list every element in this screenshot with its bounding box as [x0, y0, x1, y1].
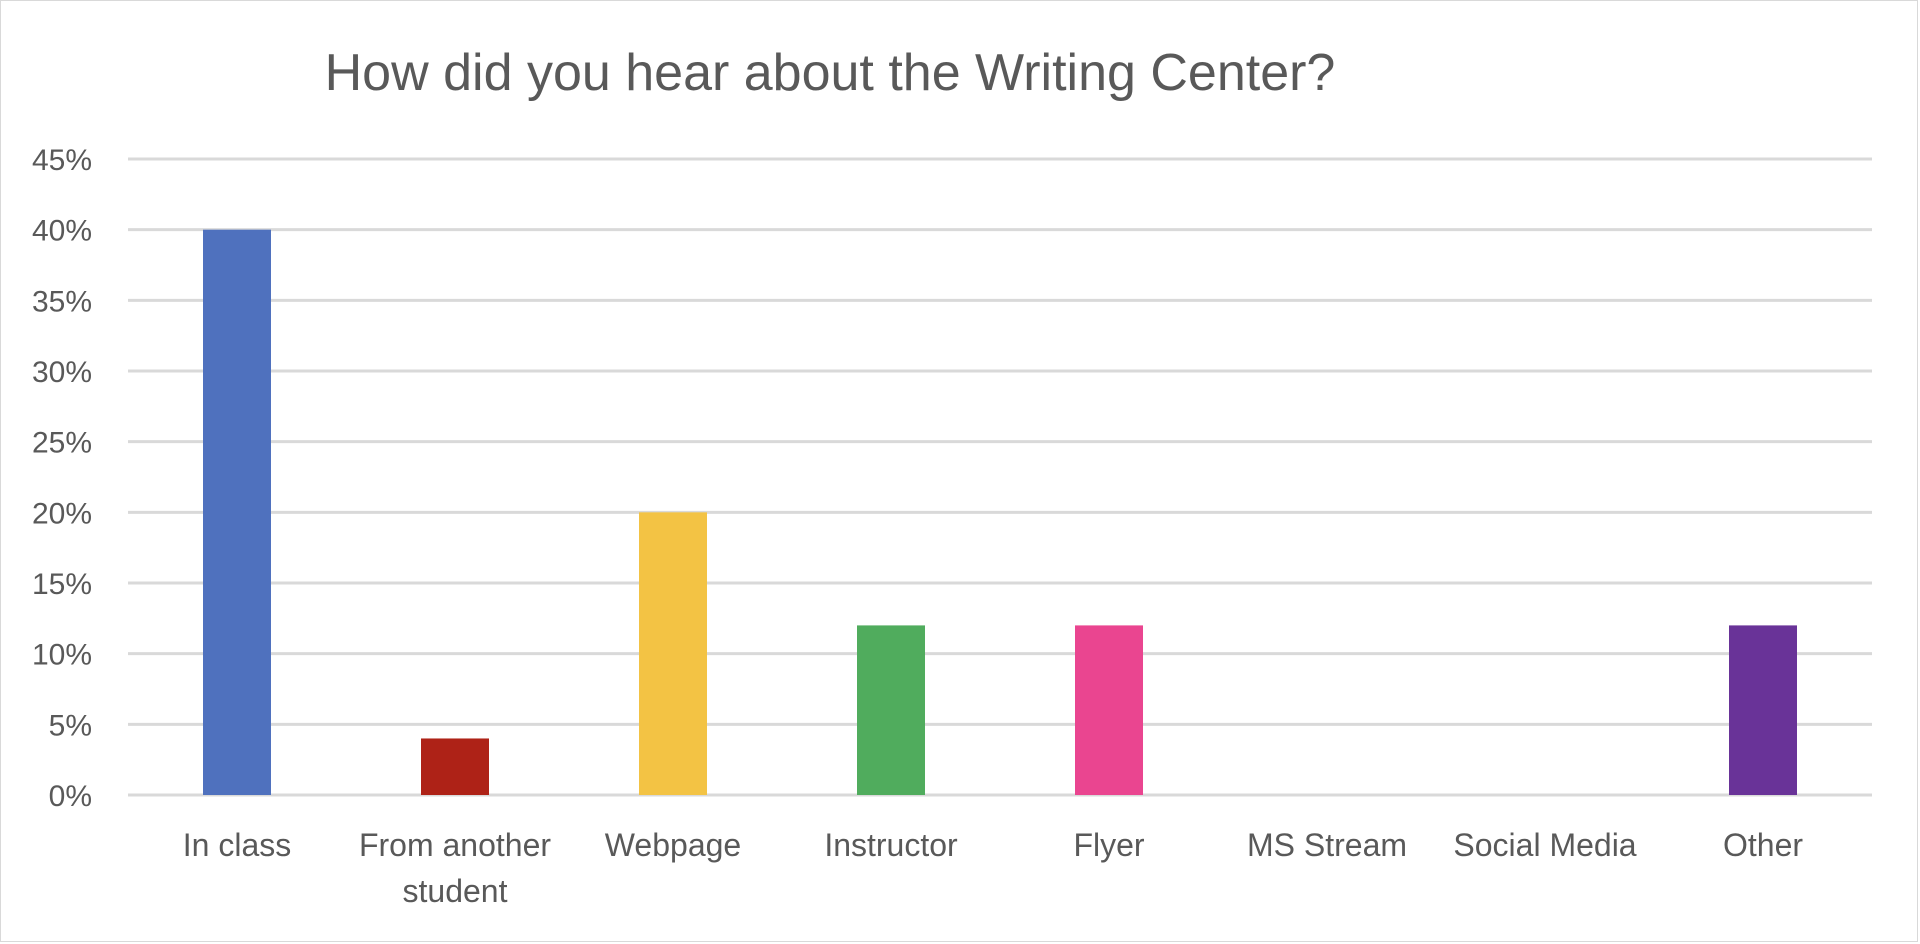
y-tick-label: 25%	[32, 427, 92, 460]
bar	[639, 512, 707, 795]
bar	[421, 738, 489, 795]
x-category-label: student	[403, 873, 508, 909]
bar	[1075, 625, 1143, 795]
y-tick-label: 45%	[32, 144, 92, 177]
chart-title: How did you hear about the Writing Cente…	[325, 44, 1336, 102]
bars	[203, 229, 1797, 795]
y-tick-label: 20%	[32, 497, 92, 530]
x-category-label: Webpage	[605, 827, 741, 863]
bar	[1729, 625, 1797, 795]
y-tick-label: 30%	[32, 356, 92, 389]
bar	[857, 625, 925, 795]
x-category-label: Flyer	[1073, 827, 1144, 863]
x-category-label: In class	[183, 827, 291, 863]
y-tick-label: 10%	[32, 639, 92, 672]
bar	[203, 229, 271, 795]
x-category-label: Instructor	[824, 827, 958, 863]
y-tick-label: 40%	[32, 215, 92, 248]
y-axis-ticks: 0% 5% 10% 15% 20% 25% 30% 35% 40% 45%	[32, 144, 92, 813]
x-category-label: MS Stream	[1247, 827, 1407, 863]
x-category-label: From another	[359, 827, 551, 863]
y-tick-label: 35%	[32, 285, 92, 318]
x-axis-categories: In class From another student Webpage Instru…	[183, 827, 1804, 909]
x-category-label: Other	[1723, 827, 1803, 863]
y-tick-label: 0%	[49, 780, 92, 813]
gridlines	[128, 157, 1872, 797]
y-tick-label: 15%	[32, 568, 92, 601]
y-tick-label: 5%	[49, 709, 92, 742]
x-category-label: Social Media	[1453, 827, 1636, 863]
